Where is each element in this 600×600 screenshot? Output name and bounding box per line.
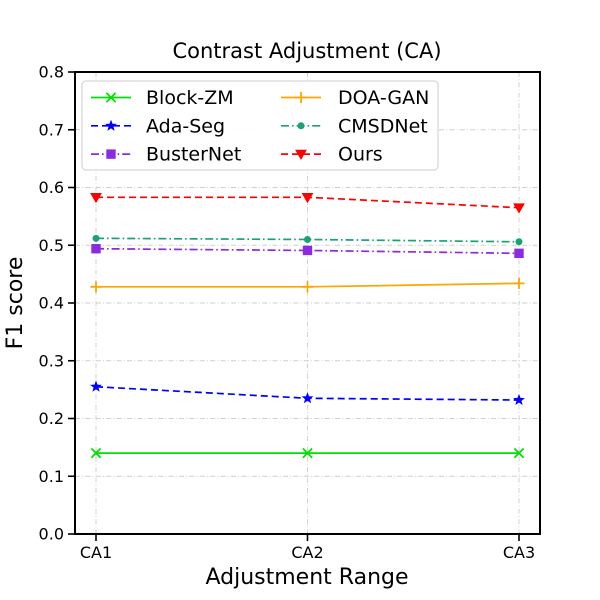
x-glyph <box>90 447 102 459</box>
plus-glyph <box>295 91 307 104</box>
square-marker <box>302 245 313 256</box>
y-tick-label: 0.2 <box>39 409 64 428</box>
plus-marker <box>301 281 314 293</box>
square-marker <box>514 248 524 259</box>
square-glyph <box>91 244 101 254</box>
plus-marker <box>295 91 307 104</box>
circle-glyph <box>297 122 305 130</box>
legend-label: Ada-Seg <box>146 115 225 137</box>
circle-marker <box>297 122 305 130</box>
legend-entry-block-zm: Block-ZM <box>91 87 234 109</box>
y-tick-label: 0.6 <box>39 178 64 197</box>
triangle-down-glyph <box>295 149 307 160</box>
star-glyph <box>513 393 525 406</box>
circle-glyph <box>304 235 311 243</box>
axes-layer: 0.0 0.1 0.2 0.3 0.4 0.5 0.6 0.7 0.8 CA1 CA2 CA3 <box>39 63 541 562</box>
series-ada-seg <box>90 380 525 406</box>
legend-label: DOA-GAN <box>338 87 429 109</box>
star-marker <box>513 393 525 406</box>
x-tick-label: CA1 <box>80 543 112 562</box>
square-glyph <box>106 149 116 159</box>
x-marker <box>302 447 313 459</box>
y-tick-label: 0.1 <box>39 467 64 486</box>
legend-label: BusterNet <box>146 144 241 166</box>
star-glyph <box>90 380 102 392</box>
x-marker <box>105 92 117 103</box>
legend-label: Block-ZM <box>146 87 234 109</box>
plus-marker <box>90 281 102 293</box>
plus-glyph <box>301 281 314 293</box>
legend-entry-cmsdnet: CMSDNet <box>281 115 428 137</box>
legend-entry-busternet: BusterNet <box>91 144 241 166</box>
triangle-down-glyph <box>513 203 525 214</box>
circle-glyph <box>92 234 100 242</box>
circle-marker <box>515 238 523 246</box>
legend-entry-doa-gan: DOA-GAN <box>281 87 429 109</box>
x-glyph <box>302 447 313 459</box>
series-block-zm <box>90 447 525 459</box>
triangle-down-marker <box>301 193 314 204</box>
triangle-down-glyph <box>90 193 102 204</box>
legend-label: Ours <box>338 144 383 166</box>
square-marker <box>91 244 101 254</box>
y-tick-label: 0.8 <box>39 63 64 82</box>
y-axis-label: F1 score <box>3 257 28 350</box>
y-tick-label: 0.4 <box>39 294 64 313</box>
circle-marker <box>304 235 311 243</box>
legend-label: CMSDNet <box>338 115 428 137</box>
series-ours <box>90 193 525 214</box>
chart-title: Contrast Adjustment (CA) <box>172 39 441 63</box>
y-tick-label: 0.0 <box>39 525 64 544</box>
x-axis-label: Adjustment Range <box>205 565 408 590</box>
legend-box <box>81 80 439 171</box>
triangle-down-glyph <box>301 193 314 204</box>
y-tick-label: 0.5 <box>39 236 64 255</box>
triangle-down-marker <box>90 193 102 204</box>
plus-glyph <box>513 277 525 289</box>
y-tick-label: 0.7 <box>39 120 64 139</box>
triangle-down-marker <box>295 149 307 160</box>
square-marker <box>106 149 116 159</box>
star-marker <box>90 380 102 392</box>
series-busternet <box>91 244 524 259</box>
legend-entry-ours: Ours <box>281 144 383 166</box>
series-doa-gan <box>90 277 525 293</box>
plus-marker <box>513 277 525 289</box>
legend-layer: Block-ZM Ada-Seg BusterNet DOA-GAN CMSDNet Ou… <box>81 80 439 171</box>
y-tick-label: 0.3 <box>39 351 64 370</box>
x-tick-label: CA2 <box>291 543 323 562</box>
x-glyph <box>105 92 117 103</box>
star-marker <box>105 119 117 131</box>
x-tick-label: CA3 <box>503 543 535 562</box>
x-marker <box>90 447 102 459</box>
series-cmsdnet <box>92 234 523 246</box>
circle-marker <box>92 234 100 242</box>
square-glyph <box>514 248 524 259</box>
star-marker <box>301 392 314 404</box>
square-glyph <box>302 245 313 256</box>
x-marker <box>513 447 525 459</box>
series-layer <box>90 193 525 459</box>
triangle-down-marker <box>513 203 525 214</box>
circle-glyph <box>515 238 523 246</box>
x-glyph <box>513 447 525 459</box>
legend-entry-ada-seg: Ada-Seg <box>91 115 225 137</box>
star-glyph <box>105 119 117 131</box>
plus-glyph <box>90 281 102 293</box>
star-glyph <box>301 392 314 404</box>
